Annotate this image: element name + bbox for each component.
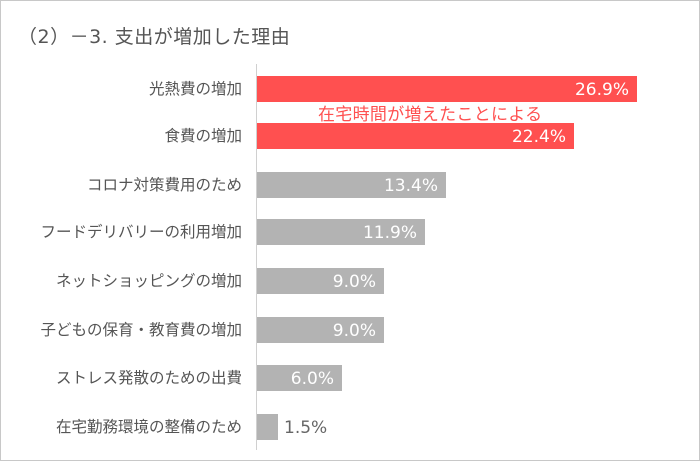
bar-row: 食費の増加 22.4% (0, 123, 700, 149)
value-label: 13.4% (383, 176, 438, 196)
category-label: ネットショッピングの増加 (55, 272, 242, 290)
bar (257, 219, 425, 245)
bar-row: 子どもの保育・教育費の増加 9.0% (0, 317, 700, 343)
bar-row: 在宅勤務環境の整備のため 1.5% (0, 414, 700, 440)
category-label: 子どもの保育・教育費の増加 (40, 321, 242, 339)
bar (257, 123, 574, 149)
bar-row: フードデリバリーの利用増加 11.9% (0, 219, 700, 245)
category-label: 光熱費の増加 (148, 80, 242, 98)
category-axis-line (256, 64, 257, 450)
value-label: 26.9% (574, 80, 629, 100)
bar (257, 365, 342, 391)
category-label: ストレス発散のための出費 (55, 369, 242, 387)
bar-row: ストレス発散のための出費 6.0% (0, 365, 700, 391)
bar (257, 172, 446, 198)
bar-row: 光熱費の増加 26.9% (0, 76, 700, 102)
bar (257, 414, 278, 440)
value-label: 9.0% (332, 272, 376, 292)
bar-row: ネットショッピングの増加 9.0% (0, 268, 700, 294)
category-label: 食費の増加 (164, 127, 242, 145)
category-label: 在宅勤務環境の整備のため (55, 418, 242, 436)
value-label: 22.4% (511, 127, 566, 147)
value-label: 11.9% (362, 223, 417, 243)
bar (257, 268, 384, 294)
value-label: 1.5% (284, 418, 328, 438)
annotation-text: 在宅時間が増えたことによる (318, 105, 543, 125)
bar (257, 76, 637, 102)
bar-row: コロナ対策費用のため 13.4% (0, 172, 700, 198)
value-label: 6.0% (290, 369, 334, 389)
category-label: コロナ対策費用のため (86, 176, 242, 194)
category-label: フードデリバリーの利用増加 (40, 223, 242, 241)
value-label: 9.0% (332, 321, 376, 341)
chart-title: （2）－3. 支出が増加した理由 (18, 26, 291, 48)
bar (257, 317, 384, 343)
